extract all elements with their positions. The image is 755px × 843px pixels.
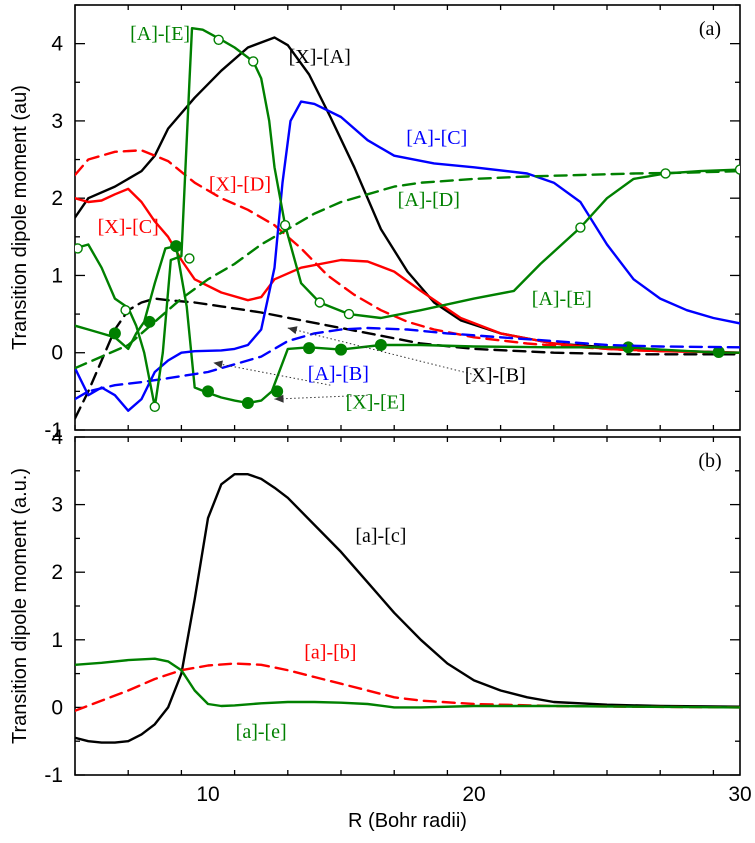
- panel-label: (a): [699, 18, 721, 40]
- open-marker: [343, 308, 355, 320]
- open-marker: [120, 305, 131, 316]
- series-line: [75, 473, 740, 744]
- series-line: [75, 187, 740, 354]
- curve-label: [A]-[C]: [406, 127, 467, 149]
- x-axis-title: R (Bohr radii): [348, 810, 467, 832]
- arrow-head: [213, 360, 223, 369]
- plot-frame: [74, 4, 741, 431]
- filled-marker: [374, 339, 387, 351]
- curve-label: [a]-[e]: [236, 721, 287, 743]
- series-line: [75, 297, 740, 420]
- open-marker: [184, 253, 195, 264]
- open-marker: [213, 34, 224, 45]
- curve-label: [X]-[E]: [346, 391, 406, 413]
- series-line: [75, 169, 740, 370]
- y-tick-label: 2: [51, 561, 63, 584]
- curve-label: [A]-[E]: [532, 288, 592, 310]
- filled-marker: [241, 396, 254, 409]
- open-marker: [575, 222, 586, 233]
- y-axis-title: Transition dipole moment (a.u.): [9, 468, 31, 744]
- y-tick-label: 3: [51, 110, 63, 133]
- panel-label: (b): [698, 450, 721, 472]
- curve-label: [A]-[B]: [308, 363, 369, 385]
- open-marker: [734, 164, 740, 175]
- x-tick-label: 20: [462, 783, 485, 806]
- curve-label: [a]-[b]: [304, 642, 356, 664]
- x-tick-label: 30: [728, 783, 751, 806]
- y-tick-label: 2: [51, 187, 63, 210]
- open-marker: [149, 401, 161, 413]
- annotation-arrow: [287, 327, 480, 377]
- curve-label: [A]-[D]: [398, 189, 460, 211]
- filled-marker: [170, 240, 183, 253]
- series-group: [75, 473, 740, 744]
- series-group: [75, 27, 740, 420]
- series-line: [75, 27, 740, 408]
- y-tick-label: -1: [44, 419, 63, 442]
- filled-marker: [335, 343, 347, 356]
- plot-frame: [74, 436, 741, 776]
- arrow-head: [287, 326, 298, 335]
- open-marker: [248, 56, 259, 67]
- panel-a: -1 0 1 2 3 4 Transition dipole moment (au) (a) […: [9, 4, 741, 442]
- y-axis-title: Transition dipole moment (au): [9, 85, 31, 350]
- open-marker: [279, 220, 291, 231]
- y-tick-label: 0: [51, 696, 63, 719]
- series-line: [75, 657, 740, 709]
- filled-marker: [108, 327, 121, 340]
- open-marker: [660, 168, 671, 179]
- y-tick-label: 0: [51, 342, 63, 365]
- curve-label: [X]-[D]: [209, 173, 271, 195]
- curve-label: [X]-[B]: [465, 364, 526, 386]
- series-line: [75, 326, 740, 401]
- y-tick-label: 4: [51, 33, 63, 56]
- filled-marker: [303, 342, 316, 355]
- curve-label: [X]-[C]: [98, 216, 159, 238]
- y-tick-label: -1: [44, 764, 63, 787]
- y-tick-label: 4: [51, 426, 63, 449]
- open-marker: [314, 297, 325, 308]
- y-tick-label: 1: [51, 629, 63, 652]
- filled-marker: [202, 385, 214, 398]
- panel-b: -1 0 1 2 3 4 10 20 30 Transition dipole moment (a…: [9, 426, 752, 832]
- filled-marker: [622, 341, 635, 354]
- filled-marker: [271, 385, 284, 398]
- y-tick-label: 3: [51, 494, 63, 517]
- series-line: [75, 149, 740, 354]
- x-tick-label: 10: [196, 783, 219, 806]
- series-line: [75, 244, 740, 405]
- y-tick-label: 1: [51, 264, 63, 287]
- arrow-head: [274, 394, 284, 403]
- curve-label: [A]-[E]: [130, 23, 190, 45]
- curve-label: [a]-[c]: [355, 525, 406, 547]
- series-line: [75, 100, 740, 412]
- curve-label: [X]-[A]: [289, 46, 351, 68]
- series-line: [75, 662, 740, 712]
- open-marker: [75, 243, 83, 254]
